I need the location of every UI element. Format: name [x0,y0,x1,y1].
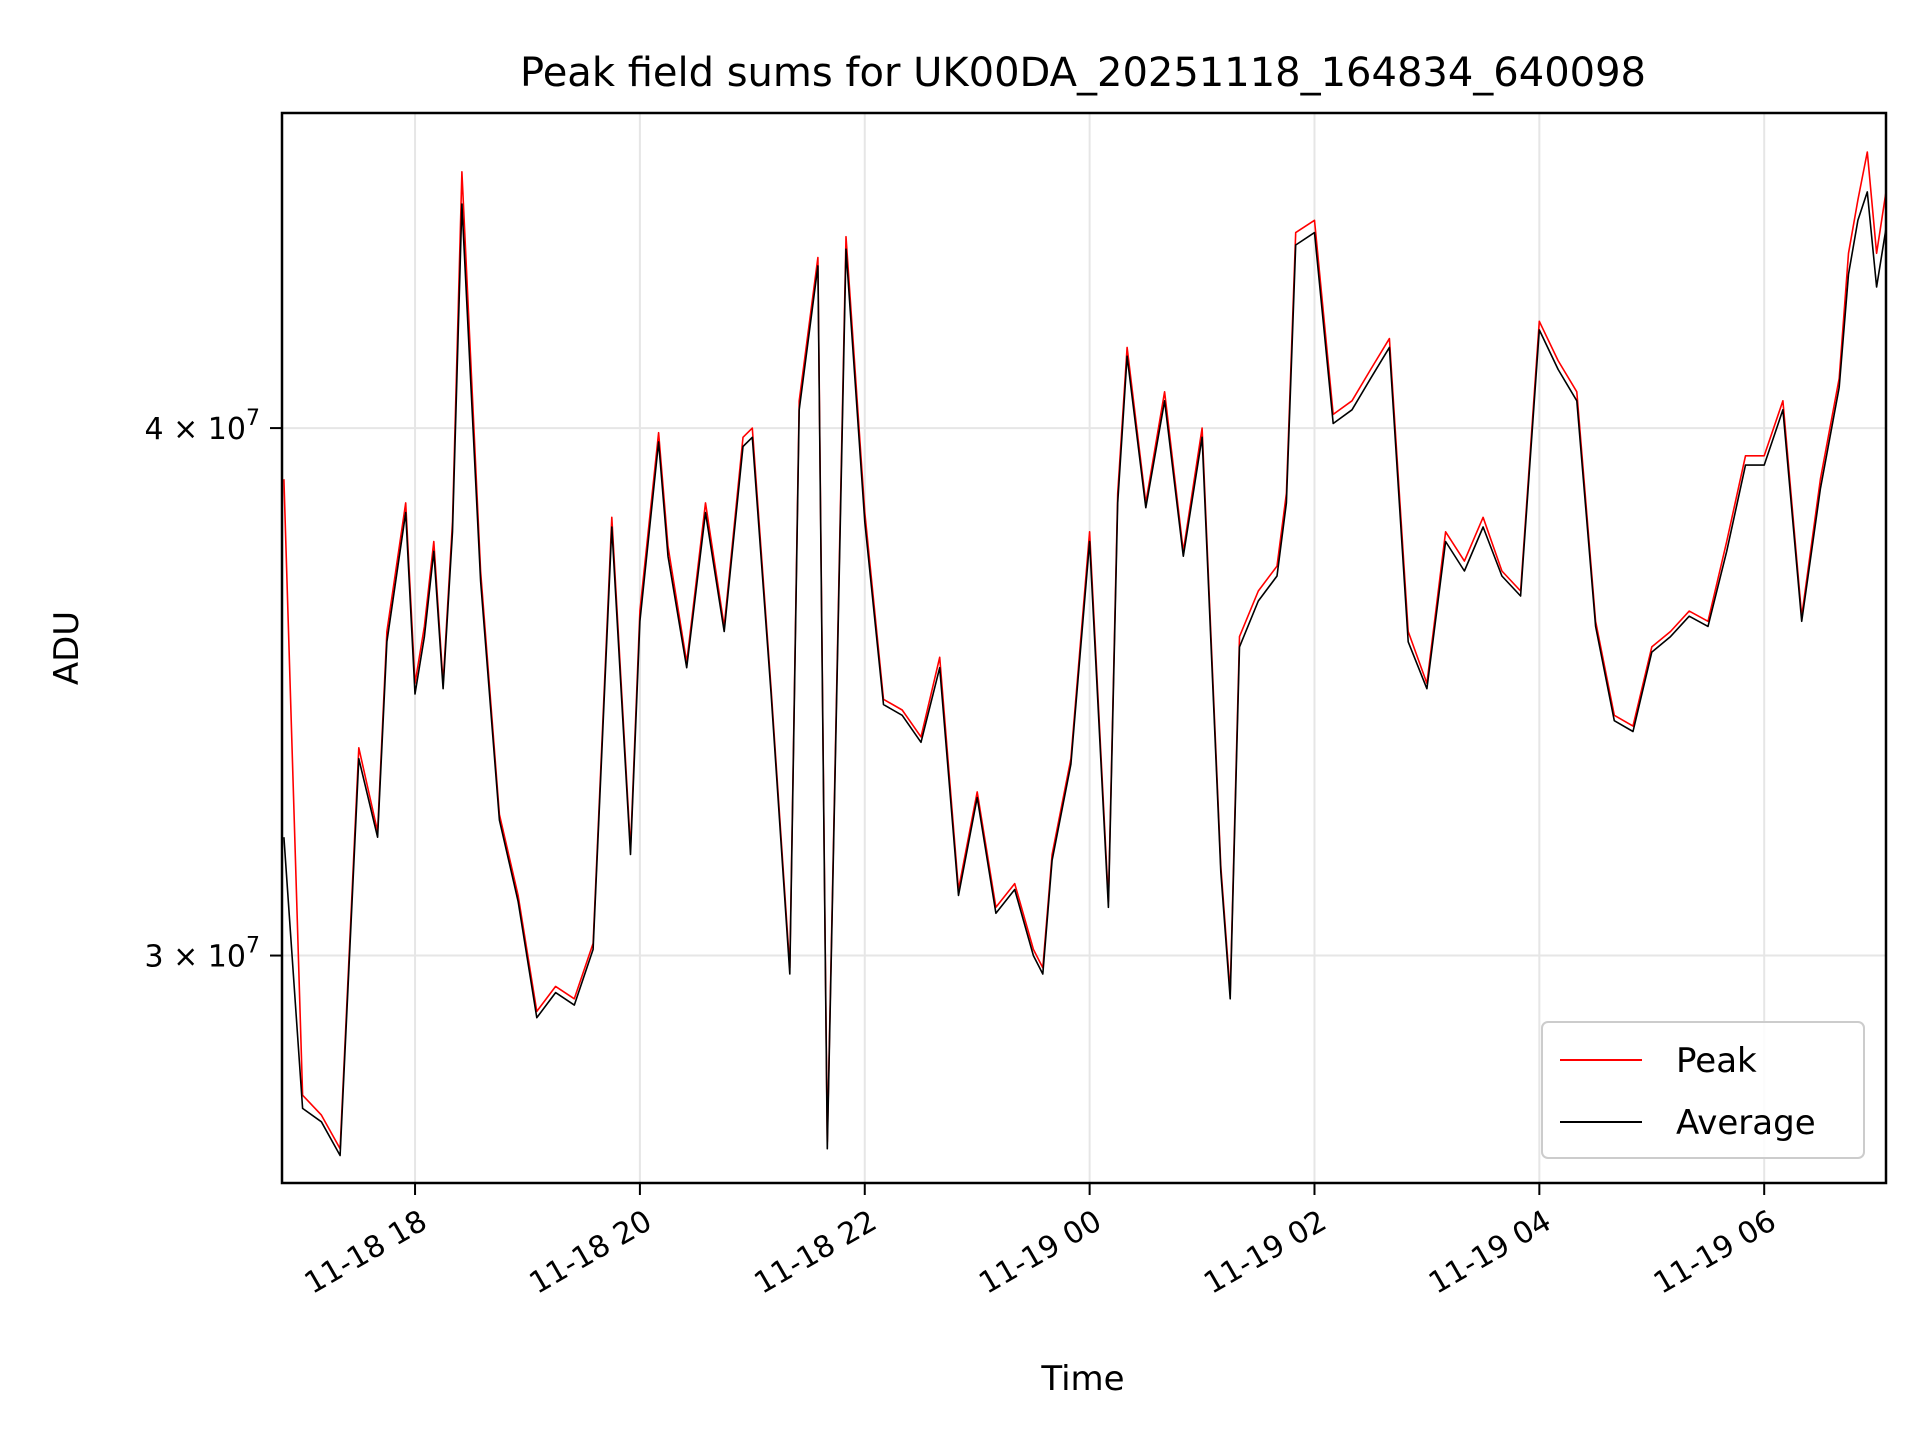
x-axis-label: Time [1040,1359,1124,1399]
series-layer [283,151,1887,1157]
legend: Peak Average [1541,1021,1865,1159]
y-tick-label: 4 × 107 [145,406,260,447]
legend-box [1541,1021,1865,1159]
y-tick-label: 3 × 107 [145,934,260,975]
y-axis: 3 × 107 4 × 107 [145,406,282,975]
chart-title: Peak field sums for UK00DA_20251118_1648… [520,50,1646,96]
plot-frame [280,111,1888,1185]
legend-label-peak: Peak [1676,1041,1757,1081]
series-line-average [283,191,1887,1157]
grid [282,113,1886,1183]
legend-label-average: Average [1676,1103,1816,1143]
y-axis-label: ADU [47,611,87,685]
